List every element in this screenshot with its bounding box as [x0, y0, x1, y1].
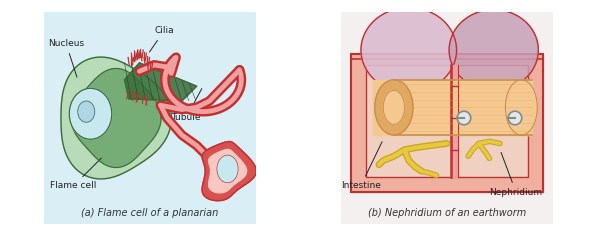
Text: Intestine: Intestine: [341, 142, 382, 190]
Polygon shape: [341, 12, 553, 224]
Polygon shape: [61, 57, 172, 179]
Polygon shape: [451, 65, 458, 177]
Text: (b) Nephridium of an earthworm: (b) Nephridium of an earthworm: [368, 208, 526, 218]
Text: Flame cell: Flame cell: [50, 158, 101, 190]
Ellipse shape: [69, 88, 112, 139]
Polygon shape: [125, 63, 197, 101]
Text: (a) Flame cell of a planarian: (a) Flame cell of a planarian: [82, 208, 218, 218]
Text: Nucleus: Nucleus: [48, 39, 84, 77]
Polygon shape: [366, 65, 528, 177]
Text: Tubule: Tubule: [171, 88, 202, 122]
Text: Cilia: Cilia: [149, 26, 174, 52]
Ellipse shape: [361, 8, 457, 93]
Polygon shape: [458, 80, 532, 135]
Polygon shape: [209, 149, 247, 193]
Polygon shape: [373, 80, 532, 135]
Polygon shape: [71, 68, 161, 168]
Ellipse shape: [505, 80, 537, 135]
Ellipse shape: [383, 90, 404, 124]
Text: Nephridium: Nephridium: [490, 152, 542, 197]
Polygon shape: [44, 12, 256, 224]
Ellipse shape: [449, 10, 538, 90]
Polygon shape: [352, 54, 542, 192]
Ellipse shape: [217, 155, 238, 183]
Ellipse shape: [78, 101, 95, 122]
Text: Tube cell: Tube cell: [203, 159, 243, 190]
Ellipse shape: [375, 80, 413, 135]
Circle shape: [508, 111, 522, 125]
Circle shape: [457, 111, 471, 125]
Polygon shape: [202, 142, 256, 201]
